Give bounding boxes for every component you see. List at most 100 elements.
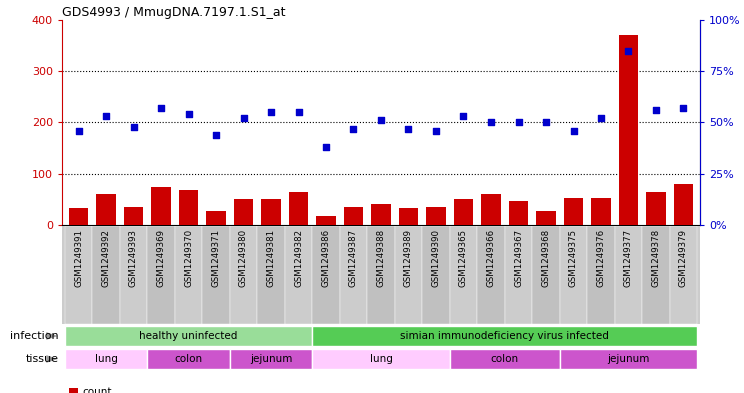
Bar: [426, 207, 446, 225]
Bar: [344, 207, 363, 225]
Bar: [615, 226, 642, 324]
Bar: [312, 349, 450, 369]
Point: [513, 119, 525, 126]
Point: [100, 113, 112, 119]
Text: GSM1249388: GSM1249388: [376, 229, 385, 287]
Text: GSM1249366: GSM1249366: [487, 229, 496, 287]
Point: [182, 111, 194, 118]
Point: [568, 128, 580, 134]
Bar: [97, 194, 115, 225]
Text: GSM1249365: GSM1249365: [459, 229, 468, 287]
Text: count: count: [83, 387, 112, 393]
Bar: [202, 226, 230, 324]
Bar: [230, 226, 257, 324]
Bar: [230, 349, 312, 369]
Text: GSM1249376: GSM1249376: [597, 229, 606, 287]
Bar: [65, 326, 312, 346]
Text: GSM1249392: GSM1249392: [101, 229, 111, 287]
Bar: [206, 211, 225, 225]
Bar: [454, 199, 473, 225]
Text: GSM1249370: GSM1249370: [184, 229, 193, 287]
Bar: [65, 226, 92, 324]
Polygon shape: [46, 332, 58, 340]
Point: [265, 109, 277, 116]
Text: GSM1249368: GSM1249368: [542, 229, 551, 287]
Text: GSM1249391: GSM1249391: [74, 229, 83, 287]
Text: GSM1249379: GSM1249379: [679, 229, 688, 287]
Point: [650, 107, 662, 113]
Text: infection: infection: [10, 331, 58, 341]
Text: simian immunodeficiency virus infected: simian immunodeficiency virus infected: [400, 331, 609, 341]
Bar: [647, 192, 666, 225]
Bar: [179, 190, 198, 225]
Text: GSM1249393: GSM1249393: [129, 229, 138, 287]
Bar: [257, 226, 285, 324]
Point: [127, 123, 139, 130]
Point: [155, 105, 167, 111]
Bar: [312, 226, 340, 324]
Bar: [591, 198, 611, 225]
Bar: [147, 349, 230, 369]
Polygon shape: [46, 355, 58, 363]
Point: [540, 119, 552, 126]
Bar: [642, 226, 670, 324]
Bar: [587, 226, 615, 324]
Point: [485, 119, 497, 126]
Point: [678, 105, 690, 111]
Bar: [559, 226, 587, 324]
Bar: [450, 226, 477, 324]
Text: jejunum: jejunum: [607, 354, 650, 364]
Text: GDS4993 / MmugDNA.7197.1.S1_at: GDS4993 / MmugDNA.7197.1.S1_at: [62, 6, 286, 19]
Text: GSM1249378: GSM1249378: [652, 229, 661, 287]
Bar: [120, 226, 147, 324]
Bar: [69, 208, 88, 225]
Point: [595, 115, 607, 121]
Point: [73, 128, 85, 134]
Bar: [559, 349, 697, 369]
Point: [210, 132, 222, 138]
Bar: [395, 226, 423, 324]
Point: [403, 125, 414, 132]
Bar: [670, 226, 697, 324]
Point: [237, 115, 249, 121]
Bar: [368, 226, 395, 324]
Text: GSM1249380: GSM1249380: [239, 229, 248, 287]
Text: GSM1249377: GSM1249377: [624, 229, 633, 287]
Bar: [477, 226, 504, 324]
Text: colon: colon: [174, 354, 202, 364]
Point: [292, 109, 304, 116]
Bar: [450, 349, 559, 369]
Bar: [536, 211, 556, 225]
Bar: [564, 198, 583, 225]
Text: healthy uninfected: healthy uninfected: [139, 331, 237, 341]
Text: GSM1249375: GSM1249375: [569, 229, 578, 287]
Text: GSM1249386: GSM1249386: [321, 229, 330, 287]
Bar: [504, 226, 532, 324]
Bar: [285, 226, 312, 324]
Point: [458, 113, 469, 119]
Point: [375, 117, 387, 123]
Text: GSM1249369: GSM1249369: [156, 229, 165, 287]
Text: tissue: tissue: [25, 354, 58, 364]
Bar: [312, 326, 697, 346]
Bar: [151, 187, 170, 225]
Bar: [619, 35, 638, 225]
Text: GSM1249382: GSM1249382: [294, 229, 303, 287]
Bar: [532, 226, 559, 324]
Text: jejunum: jejunum: [250, 354, 292, 364]
Text: colon: colon: [491, 354, 519, 364]
Bar: [124, 207, 143, 225]
Bar: [371, 204, 391, 225]
Point: [347, 125, 359, 132]
Bar: [340, 226, 368, 324]
Text: GSM1249367: GSM1249367: [514, 229, 523, 287]
Bar: [316, 216, 336, 225]
Bar: [92, 226, 120, 324]
Point: [320, 144, 332, 150]
Bar: [289, 192, 308, 225]
Text: GSM1249387: GSM1249387: [349, 229, 358, 287]
Point: [430, 128, 442, 134]
Bar: [509, 201, 528, 225]
Bar: [175, 226, 202, 324]
Bar: [674, 184, 693, 225]
